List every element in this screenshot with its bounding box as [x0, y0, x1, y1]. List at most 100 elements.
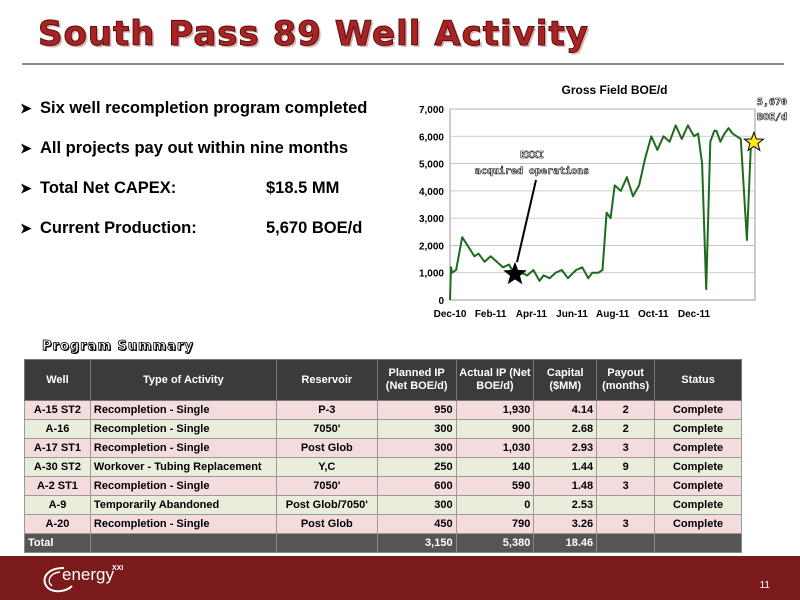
- bullet-value: 5,670 BOE/d: [266, 219, 363, 237]
- cell-status: Complete: [654, 419, 742, 439]
- total-cell-well: Total: [24, 533, 91, 553]
- cell-reservoir: Post Glob: [275, 438, 378, 458]
- cell-status: Complete: [654, 457, 742, 477]
- x-tick-label: Oct-11: [638, 309, 669, 320]
- cell-actual-ip: 590: [455, 476, 535, 496]
- table-row: A-9 Temporarily Abandoned Post Glob/7050' 3…: [24, 495, 742, 515]
- x-tick-label: Apr-11: [516, 309, 548, 320]
- annotation-current-line1: 5,670: [757, 97, 787, 108]
- x-tick-label: Dec-11: [678, 309, 711, 320]
- cell-status: Complete: [654, 476, 742, 496]
- chart-title: Gross Field BOE/d: [561, 83, 667, 97]
- cell-planned-ip: 300: [376, 438, 457, 458]
- cell-planned-ip: 300: [376, 419, 457, 439]
- col-header-activity: Type of Activity: [89, 359, 277, 401]
- y-tick-label: 0: [438, 296, 444, 307]
- energy-xxi-logo-icon: [43, 567, 73, 593]
- annotation-exxi-line2: acquired operations: [475, 165, 589, 177]
- bullet-text: Current Production:: [40, 219, 197, 237]
- cell-capital: 4.14: [533, 400, 598, 420]
- cell-reservoir: Y,C: [275, 457, 378, 477]
- cell-activity: Recompletion - Single: [89, 476, 277, 496]
- bullet-text: All projects pay out within nine months: [40, 139, 349, 157]
- cell-actual-ip: 140: [455, 457, 535, 477]
- table-total-row: Total 3,150 5,380 18.46: [24, 533, 742, 553]
- bullet-item: ➤ Total Net CAPEX: $18.5 MM: [20, 178, 400, 218]
- program-summary-table: Well Type of Activity Reservoir Planned …: [24, 359, 742, 553]
- col-header-status: Status: [654, 359, 742, 401]
- cell-well: A-2 ST1: [24, 476, 91, 496]
- cell-status: Complete: [654, 438, 742, 458]
- table-row: A-15 ST2 Recompletion - Single P-3 950 1,930…: [24, 400, 742, 420]
- bullet-item: ➤ All projects pay out within nine month…: [20, 138, 400, 178]
- cell-payout: 3: [596, 438, 656, 458]
- cell-well: A-20: [24, 514, 91, 534]
- col-header-payout: Payout (months): [596, 359, 656, 401]
- bullet-text: Six well recompletion program completed: [40, 99, 368, 117]
- page-number: 11: [759, 580, 770, 591]
- cell-actual-ip: 900: [455, 419, 535, 439]
- arrow-bullet-icon: ➤: [20, 140, 32, 156]
- cell-activity: Workover - Tubing Replacement: [89, 457, 277, 477]
- col-header-capital: Capital ($MM): [533, 359, 598, 401]
- y-tick-label: 5,000: [419, 160, 444, 171]
- footer-bar: energy XXI 11: [0, 556, 800, 600]
- cell-payout: 2: [596, 419, 656, 439]
- cell-well: A-16: [24, 419, 91, 439]
- cell-activity: Recompletion - Single: [89, 514, 277, 534]
- cell-payout: 9: [596, 457, 656, 477]
- cell-status: Complete: [654, 514, 742, 534]
- cell-planned-ip: 450: [376, 514, 457, 534]
- cell-payout: 3: [596, 476, 656, 496]
- cell-status: Complete: [654, 400, 742, 420]
- cell-payout: [596, 495, 656, 515]
- table-row: A-30 ST2 Workover - Tubing Replacement Y,C…: [24, 457, 742, 477]
- cell-well: A-9: [24, 495, 91, 515]
- x-tick-label: Jun-11: [556, 309, 588, 320]
- y-tick-label: 4,000: [419, 187, 444, 198]
- y-tick-label: 2,000: [419, 241, 444, 252]
- cell-activity: Recompletion - Single: [89, 438, 277, 458]
- annotation-arrow: [516, 179, 537, 263]
- y-tick-label: 3,000: [419, 214, 444, 225]
- bullet-value: $18.5 MM: [266, 179, 340, 197]
- arrow-bullet-icon: ➤: [20, 220, 32, 236]
- y-tick-label: 1,000: [419, 269, 444, 280]
- cell-status: Complete: [654, 495, 742, 515]
- production-chart: 0 1,000 2,000 3,000 4,000 5,000 6,000 7,000 Dec-…: [400, 76, 790, 326]
- cell-capital: 2.53: [533, 495, 598, 515]
- total-cell-capital: 18.46: [533, 533, 598, 553]
- cell-capital: 1.44: [533, 457, 598, 477]
- bullet-item: ➤ Current Production: 5,670 BOE/d: [20, 218, 400, 258]
- cell-reservoir: Post Glob/7050': [275, 495, 378, 515]
- cell-planned-ip: 950: [376, 400, 457, 420]
- cell-reservoir: P-3: [275, 400, 378, 420]
- cell-activity: Temporarily Abandoned: [89, 495, 277, 515]
- cell-capital: 3.26: [533, 514, 598, 534]
- cell-activity: Recompletion - Single: [89, 400, 277, 420]
- page-title: South Pass 89 Well Activity: [38, 14, 589, 55]
- bullet-text: Total Net CAPEX:: [40, 179, 177, 197]
- annotation-current-line2: BOE/d: [757, 112, 787, 123]
- table-row: A-2 ST1 Recompletion - Single 7050' 600 590 1…: [24, 476, 742, 496]
- black-star-icon: [503, 261, 527, 285]
- table-row: A-20 Recompletion - Single Post Glob 450 790…: [24, 514, 742, 534]
- y-tick-label: 7,000: [419, 105, 444, 116]
- cell-well: A-30 ST2: [24, 457, 91, 477]
- total-cell-actual-ip: 5,380: [455, 533, 535, 553]
- x-tick-label: Dec-10: [434, 309, 467, 320]
- col-header-reservoir: Reservoir: [275, 359, 378, 401]
- cell-reservoir: 7050': [275, 419, 378, 439]
- bullet-list: ➤ Six well recompletion program complete…: [20, 98, 400, 258]
- cell-activity: Recompletion - Single: [89, 419, 277, 439]
- logo-superscript: XXI: [112, 565, 124, 572]
- cell-planned-ip: 600: [376, 476, 457, 496]
- cell-capital: 2.68: [533, 419, 598, 439]
- table-row: A-17 ST1 Recompletion - Single Post Glob 30…: [24, 438, 742, 458]
- cell-reservoir: Post Glob: [275, 514, 378, 534]
- title-divider: [22, 63, 784, 65]
- series-line: [449, 124, 752, 301]
- cell-actual-ip: 0: [455, 495, 535, 515]
- y-tick-label: 6,000: [419, 132, 444, 143]
- cell-actual-ip: 790: [455, 514, 535, 534]
